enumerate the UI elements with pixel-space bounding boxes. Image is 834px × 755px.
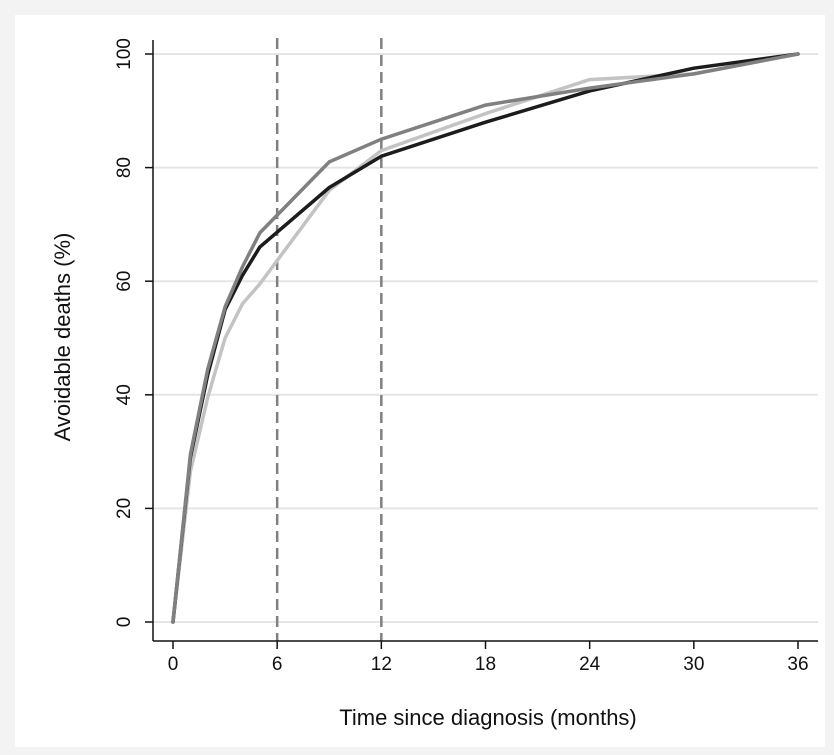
y-tick-label: 100 — [114, 38, 135, 70]
y-axis-title: Avoidable deaths (%) — [50, 233, 75, 442]
x-tick-label: 24 — [579, 654, 601, 675]
x-tick-label: 36 — [787, 654, 808, 675]
series-line-1 — [171, 52, 800, 624]
x-tick-label: 12 — [371, 654, 392, 675]
x-tick-label: 0 — [168, 654, 179, 675]
y-axis-ticks: 0 20 40 60 80 100 — [114, 38, 153, 627]
grid-lines — [153, 53, 818, 623]
x-axis-title: Time since diagnosis (months) — [339, 705, 637, 730]
x-axis-ticks: 0 6 12 18 24 30 36 — [168, 641, 809, 675]
series-line-3 — [171, 52, 800, 624]
series-lines — [171, 52, 800, 624]
y-tick-label: 40 — [114, 384, 135, 405]
reference-lines — [275, 38, 383, 641]
x-tick-label: 18 — [475, 654, 496, 675]
y-tick-label: 20 — [114, 498, 135, 519]
y-tick-label: 60 — [114, 271, 135, 292]
y-tick-label: 80 — [114, 157, 135, 178]
y-tick-label: 0 — [114, 617, 135, 628]
x-tick-label: 30 — [683, 654, 704, 675]
x-tick-label: 6 — [272, 654, 283, 675]
